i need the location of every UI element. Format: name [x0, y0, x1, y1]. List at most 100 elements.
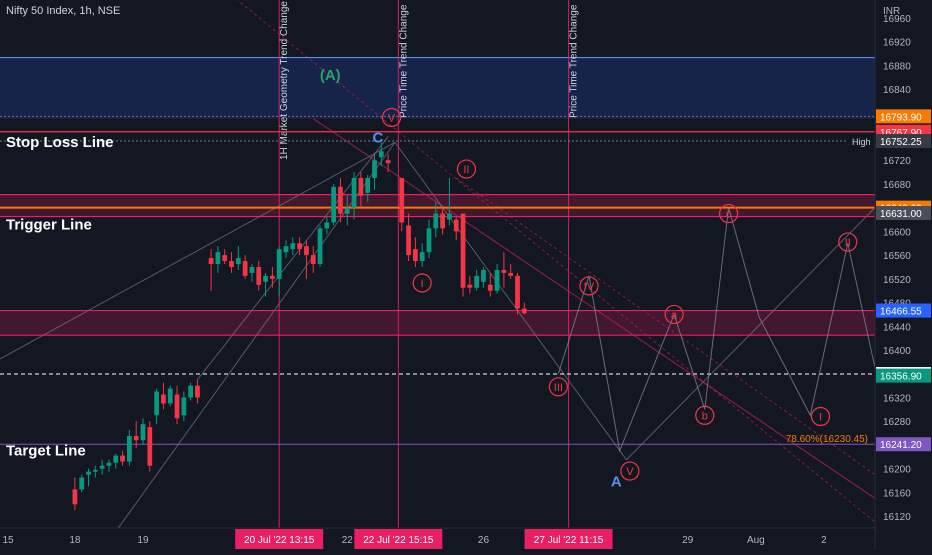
price-tag-bg	[876, 109, 931, 124]
candle-body	[92, 469, 98, 472]
wave-circle-0	[381, 107, 402, 128]
diag-solid-channel	[312, 118, 876, 499]
candle-body	[229, 261, 234, 267]
wave-label-7: a	[671, 309, 678, 321]
wave-circle-1	[456, 159, 477, 179]
diag-drop-line	[394, 142, 627, 461]
date-tag-bg	[524, 529, 613, 549]
wave-A-major-label: (A)	[320, 67, 341, 84]
candle-body	[256, 266, 262, 285]
candle-body	[208, 258, 214, 264]
x-tick-label: 2	[821, 535, 827, 546]
candle-body	[440, 213, 445, 229]
symbol-title: Nifty 50 Index, 1h, NSE	[6, 5, 120, 17]
candle-body	[99, 465, 105, 469]
high-label-bg	[848, 135, 876, 148]
candle-body	[521, 308, 527, 314]
candle-body	[331, 186, 337, 223]
wave-circle-7	[664, 304, 684, 325]
stop-loss-label: Stop Loss Line	[6, 134, 114, 151]
candle-body	[242, 261, 248, 276]
candle-body	[147, 427, 153, 466]
candle-body	[467, 284, 473, 288]
vertical-line-label-1: Price Time Trend Change	[398, 4, 409, 118]
wave-circle-6	[718, 203, 739, 224]
candle-body	[154, 391, 159, 416]
date-tag-label: 20 Jul '22 13:15	[244, 535, 315, 546]
candle-body	[181, 397, 187, 416]
candle-body	[406, 225, 411, 256]
wave-projection-path	[557, 207, 876, 453]
target-label: Target Line	[6, 443, 86, 460]
candle-body	[283, 246, 289, 253]
high-label: High	[852, 137, 871, 147]
wave-circle-8	[695, 405, 715, 425]
wave-label-4: III	[554, 382, 563, 394]
candle-body	[324, 222, 330, 229]
candle-body	[385, 160, 391, 164]
candle-body	[140, 424, 146, 441]
candle-body	[453, 219, 459, 232]
candle-body	[297, 243, 302, 250]
y-tick-label: 16600	[883, 227, 911, 238]
candle-body	[304, 246, 309, 256]
wave-circle-9	[810, 406, 831, 427]
candle-body	[426, 228, 432, 253]
wave-circle-2	[412, 273, 432, 293]
wave-label-9: I	[819, 411, 822, 423]
x-tick-label: 18	[69, 535, 81, 546]
candle-body	[515, 275, 520, 309]
trigger-zone	[0, 194, 875, 217]
x-tick-label: 15	[2, 535, 14, 546]
candle-body	[188, 385, 194, 398]
diag-rebound-line	[626, 207, 876, 461]
candle-body	[263, 275, 268, 282]
y-tick-label: 16840	[883, 85, 911, 96]
candle-body	[290, 243, 296, 250]
trigger-label: Trigger Line	[6, 217, 92, 234]
y-axis-panel	[875, 0, 932, 550]
candle-body	[419, 252, 425, 262]
candle-body	[235, 258, 241, 264]
candle-body	[174, 394, 180, 419]
candle-body	[412, 249, 418, 262]
y-tick-label: 16200	[883, 465, 911, 476]
stop-loss-zone	[0, 57, 875, 119]
candle-body	[433, 213, 439, 229]
candle-body	[113, 455, 119, 463]
candle-body	[215, 252, 221, 264]
price-tag-bg	[876, 437, 931, 452]
x-tick-label: 22	[342, 535, 354, 546]
wave-circle-4	[548, 377, 568, 397]
y-tick-label: 16520	[883, 275, 911, 286]
wave-label-8: b	[702, 410, 708, 422]
diag-lower-channel	[455, 177, 876, 476]
y-tick-label: 16440	[883, 322, 911, 333]
candle-body	[508, 272, 514, 276]
wave-label-1: II	[463, 164, 469, 176]
candle-body	[351, 177, 357, 208]
candle-body	[460, 213, 466, 288]
y-tick-label: 16400	[883, 346, 911, 357]
currency-label: INR	[883, 6, 900, 17]
candle-body	[86, 471, 91, 475]
target-zone-mid	[0, 310, 875, 336]
price-tag-bg	[876, 134, 931, 149]
candle-body	[126, 436, 132, 462]
candle-body	[344, 207, 350, 214]
candle-body	[79, 477, 85, 490]
candle-body	[133, 436, 139, 441]
candle-body	[249, 266, 255, 273]
price-tag-bg	[876, 368, 931, 383]
candle-body	[474, 275, 480, 288]
candle-body	[358, 177, 364, 196]
candle-body	[365, 177, 371, 193]
candle-body	[106, 462, 112, 466]
wave-label-2: I	[421, 278, 424, 290]
y-tick-label: 16120	[883, 512, 911, 523]
wave-label-10: II	[845, 237, 851, 249]
x-tick-label: 26	[478, 535, 490, 546]
wave-C-label: C	[372, 129, 383, 146]
